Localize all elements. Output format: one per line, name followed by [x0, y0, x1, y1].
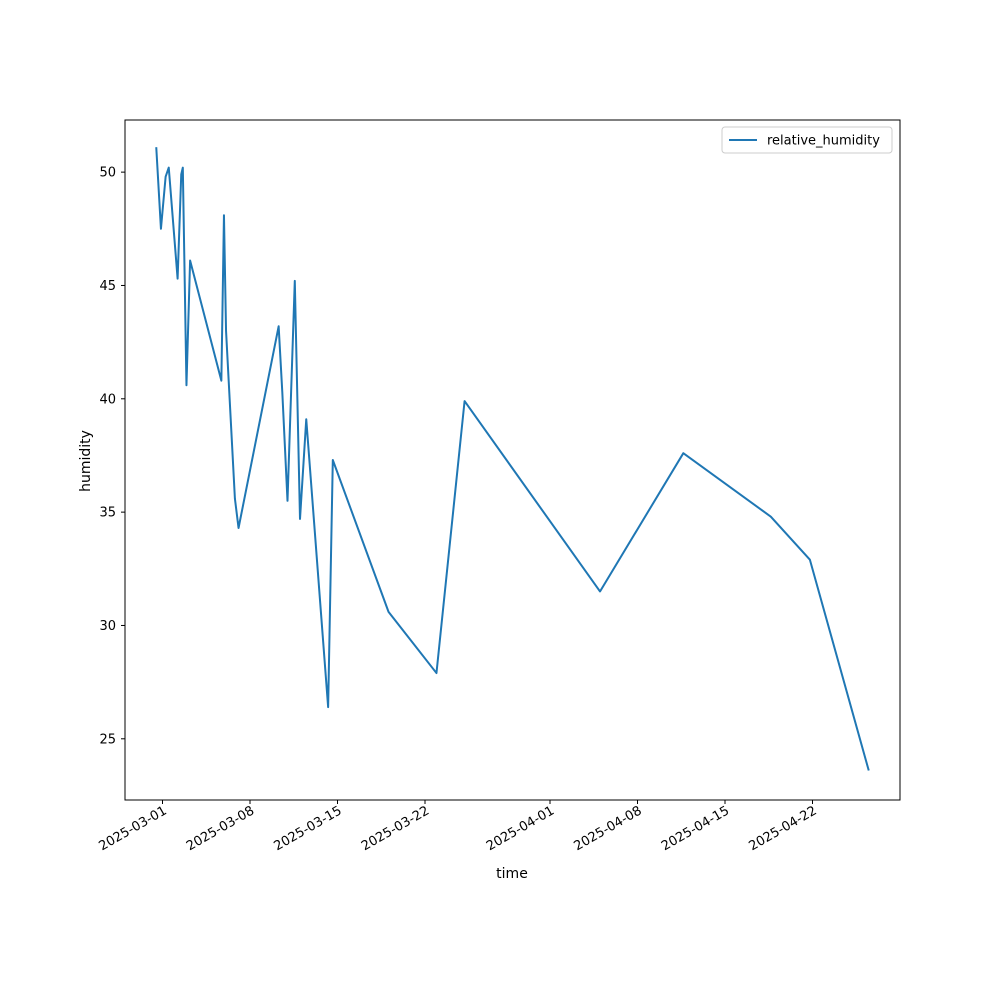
y-tick-label: 40: [99, 392, 116, 407]
y-tick-label: 35: [99, 506, 116, 521]
axes-frame: [124, 119, 901, 801]
y-tick-label: 25: [99, 732, 116, 747]
legend: relative_humidity: [721, 126, 893, 154]
y-tick-label: 50: [99, 166, 116, 181]
legend-box: [721, 126, 893, 154]
y-tick-label: 45: [99, 279, 116, 294]
y-tick-label: 30: [99, 619, 116, 634]
legend-label: relative_humidity: [767, 134, 880, 149]
plot-layer: [155, 147, 870, 771]
x-axis-label: time: [496, 866, 528, 882]
series-line-relative-humidity: [155, 147, 870, 771]
y-axis-label: humidity: [78, 430, 94, 492]
